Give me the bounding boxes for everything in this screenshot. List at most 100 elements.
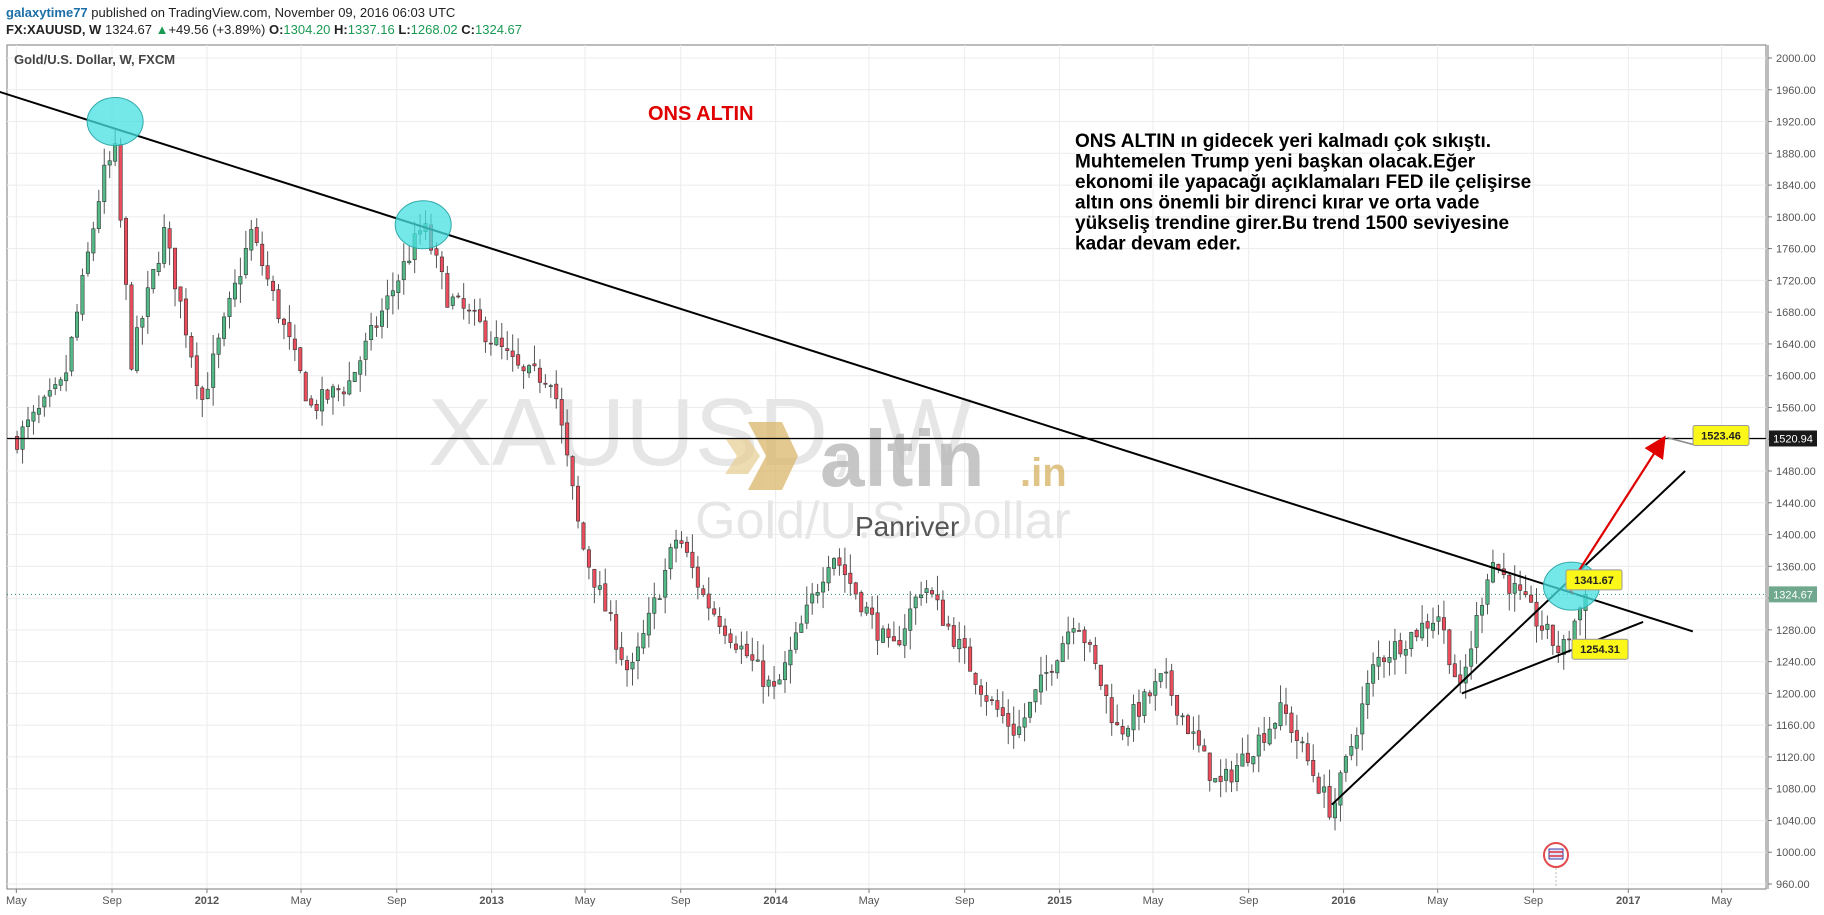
candle-body [96,201,101,229]
candle-body [352,372,357,382]
candle-body [1115,722,1120,726]
candle-body [886,628,891,638]
candle-body [1338,772,1343,806]
candle-body [870,607,875,615]
candle-body [668,547,673,570]
candle-body [891,636,896,642]
candle-body [167,228,172,249]
candle-body [1474,615,1479,648]
candle-body [815,592,820,596]
candle-body [1164,671,1169,674]
candle-body [1316,776,1321,794]
candle-body [968,646,973,672]
callout-box[interactable] [1571,638,1629,660]
candle-body [292,338,297,350]
time-tick-label: 2014 [763,895,788,907]
price-tick-label: 1480.00 [1776,466,1816,478]
chart-title: ONS ALTIN [648,103,754,125]
candle-body [1213,778,1218,783]
candle-body [407,260,412,264]
commentary-text: ONS ALTIN ın gidecek yeri kalmadı çok sı… [1075,131,1537,255]
candle-body [657,598,662,600]
candle-body [1218,775,1223,782]
price-label-box [1769,430,1817,447]
time-axis[interactable]: May Sep 2012 May Sep 2013 May Sep 2014 May Sep 2015… [6,888,1766,907]
author-link[interactable]: galaxytime77 [6,5,88,20]
price-tick-label: 1040.00 [1776,815,1816,827]
open-label: O: [268,22,284,37]
candle-body [298,347,303,372]
candle-body [979,685,984,695]
callout-label: 1254.31 [1580,644,1620,656]
candle-body [728,633,733,643]
candle-body [521,366,526,372]
candle-body [1191,731,1196,734]
price-label-text: 1324.67 [1773,589,1813,601]
candle-body [1529,594,1534,603]
time-tick-label: 2016 [1331,895,1355,907]
candle-body [772,681,777,687]
candle-body [467,309,472,312]
candle-body [271,280,276,291]
candle-body [336,388,341,391]
candle-body [619,647,624,660]
price-tick-label: 1720.00 [1776,275,1816,287]
time-tick-label: May [1427,895,1448,907]
candle-body [1485,579,1490,605]
price-tick-label: 1880.00 [1776,148,1816,160]
support-2016-a-line [1331,470,1686,806]
candle-body [1196,730,1201,746]
candle-body [151,268,156,290]
candle-body [984,695,989,702]
candle-body [1534,601,1539,627]
candle-body [717,615,722,627]
candle-body [603,583,608,612]
price-tick-label: 2000.00 [1776,53,1816,65]
candle-body [456,295,461,298]
candle-body [243,248,248,276]
candle-body [341,391,346,395]
time-tick-label: 2015 [1047,895,1071,907]
flag-icon[interactable] [1543,842,1569,886]
candle-body [1049,670,1054,673]
candle-body [1136,702,1141,717]
candle-body [733,643,738,650]
highlight-circle [86,97,144,147]
candle-body [1343,756,1348,773]
candle-body [1490,562,1495,583]
candle-body [369,325,374,340]
candle-body [1011,723,1016,736]
candle-body [1425,621,1430,629]
candle-body [1556,645,1561,654]
time-tick-label: 2017 [1616,895,1640,907]
time-tick-label: May [291,895,312,907]
candle-body [499,337,504,348]
candle-body [1387,657,1392,663]
price-axis[interactable]: 2000.00 1960.00 1920.00 1880.00 1840.00 1800.… [1767,45,1817,891]
last-price: 1324.67 [104,22,152,37]
candle-body [592,568,597,588]
callout-box[interactable] [1565,569,1623,591]
candle-body [488,342,493,345]
watermark-group: XAUUSD, W Gold/U.S. Dollar altin .in Pan… [428,379,1071,550]
candle-body [1392,641,1397,660]
candle-body [881,628,885,643]
candle-body [913,596,918,609]
candle-body [679,540,684,544]
candle-body [1104,684,1109,697]
plot-area[interactable] [6,44,1767,890]
candle-body [69,336,74,372]
candle-body [1087,642,1092,645]
candle-body [1142,691,1147,716]
candle-body [1229,769,1234,783]
candle-body [134,327,139,371]
candle-body [1093,645,1098,664]
callout-box[interactable] [1692,424,1750,446]
candle-body [684,541,689,553]
time-tick-label: Sep [1239,895,1259,907]
time-tick-label: May [575,895,596,907]
candle-body [36,408,41,415]
candle-body [216,337,221,355]
candle-body [804,604,809,624]
